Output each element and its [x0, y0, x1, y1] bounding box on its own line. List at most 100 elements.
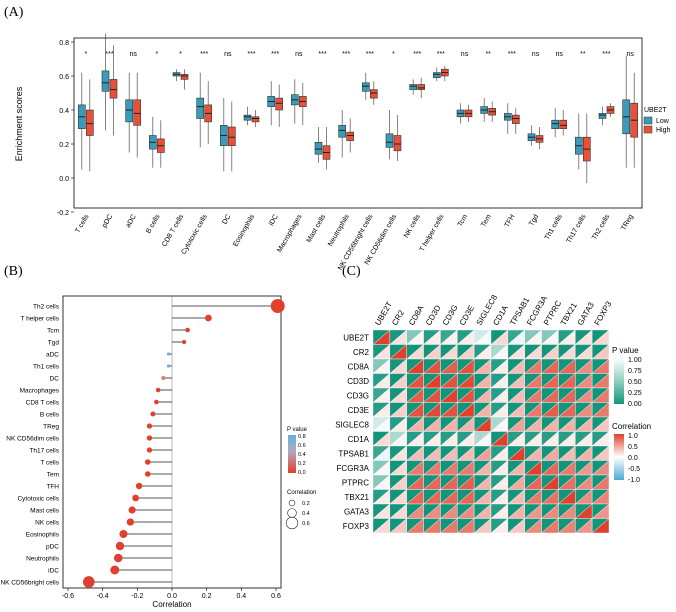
row-label-siglec8: SIGLEC8	[335, 420, 369, 429]
y-tick-label-eosinophils: Eosinophils	[26, 532, 60, 539]
x-tick-label: 0.0	[167, 593, 177, 600]
box-high-nk-cells	[417, 84, 425, 90]
point-b-cells	[150, 411, 156, 417]
box-high-pdc	[109, 79, 118, 99]
y-tick-label-nk-cd56dim-cells: NK CD56dim cells	[6, 436, 59, 443]
x-tick-label-t-cells: T cells	[74, 213, 90, 234]
x-tick-label-tgd: Tgd	[528, 213, 540, 227]
legend-c-corr-tick: -0.5	[628, 466, 640, 473]
x-tick-label-b-cells: B cells	[145, 213, 162, 235]
box-low-th2-cells	[598, 113, 607, 119]
legend-c-corr-title: Correlation	[612, 422, 651, 431]
legend-c-pvalue-tick: 0.00	[628, 401, 642, 408]
significance-eosinophils: ***	[247, 51, 255, 58]
box-low-adc	[125, 99, 133, 123]
legend-c-corr-tick: 0.5	[628, 444, 638, 451]
box-low-nk-cd56dim-cells	[385, 133, 394, 148]
significance-th17-cells: **	[580, 51, 586, 58]
row-label-ptprc: PTPRC	[342, 478, 369, 487]
legend-c-pvalue-tick: 0.25	[628, 390, 642, 397]
row-label-gata3: GATA3	[344, 507, 370, 516]
significance-th2-cells: ***	[602, 51, 610, 58]
box-high-nk-cd56dim-cells	[393, 135, 402, 152]
legend-c-corr-tick: 1.0	[628, 433, 638, 440]
point-eosinophils	[119, 529, 128, 539]
y-tick-label-idc: iDC	[48, 568, 59, 575]
x-tick-label-th1-cells: Th1 cells	[544, 213, 564, 241]
significance-pdc: ***	[105, 51, 113, 58]
legend-c-corr-tick: -1.0	[628, 477, 640, 484]
legend-c-pvalue-tick: 0.50	[628, 379, 642, 386]
box-low-neutrophils	[338, 125, 346, 138]
y-tick-label-dc: DC	[50, 376, 60, 383]
point-neutrophils	[113, 553, 123, 563]
col-label-cd1a: CD1A	[491, 303, 510, 327]
box-high-th1-cells	[559, 119, 567, 129]
box-low-mast-cells	[314, 142, 323, 155]
panel-label-a: (A)	[4, 5, 24, 20]
point-adc	[166, 352, 171, 356]
y-tick-label: 0.8	[59, 40, 69, 47]
panel-a-ylabel: Enrichment scores	[14, 86, 24, 161]
y-tick-label-adc: aDC	[46, 352, 59, 359]
point-treg	[146, 423, 153, 429]
legend-b-pvalue-tick: 0.4	[298, 452, 306, 458]
row-label-cr2: CR2	[353, 348, 370, 357]
legend-title-ube2t: UBE2T	[644, 107, 667, 114]
x-tick-label: -0.6	[62, 593, 74, 600]
y-tick-label-t-cells: T cells	[40, 460, 59, 467]
box-high-neutrophils	[346, 131, 354, 141]
x-tick-label-mast-cells: Mast cells	[306, 213, 328, 244]
significance-nk-cd56bright-cells: ***	[366, 51, 374, 58]
significance-tcm: ns	[461, 51, 469, 58]
x-tick-label-th2-cells: Th2 cells	[591, 213, 611, 241]
legend-b-size-title: Correlation	[287, 490, 316, 496]
x-tick-label: 0.6	[271, 593, 281, 600]
point-t-cells	[144, 459, 151, 465]
box-high-t-cells	[86, 109, 94, 136]
box-low-pdc	[101, 70, 110, 92]
panel-c-legend: P value 1.00 0.75 0.50 0.25 0.00 Correlation…	[612, 346, 651, 484]
x-tick-label: -0.4	[97, 593, 109, 600]
panel-label-b: (B)	[4, 264, 23, 279]
significance-nk-cells: ***	[413, 51, 421, 58]
legend-c-corr-bar	[614, 434, 624, 480]
point-cd8-t-cells	[154, 399, 159, 405]
point-nk-cells	[126, 518, 135, 526]
row-label-ube2t: UBE2T	[343, 333, 369, 342]
legend-c-pvalue-tick: 0.75	[628, 368, 642, 375]
significance-treg: ns	[626, 51, 634, 58]
legend-b-size-label: 0.6	[302, 521, 310, 527]
legend-c-pvalue-bar	[614, 358, 624, 404]
row-label-cd3g: CD3G	[347, 391, 369, 400]
significance-nk-cd56dim-cells: *	[392, 51, 395, 58]
col-label-foxp3: FOXP3	[593, 299, 614, 327]
y-tick-label-neutrophils: Neutrophils	[26, 556, 60, 563]
box-low-nk-cells	[409, 84, 417, 90]
significance-tem: **	[485, 51, 491, 58]
y-tick-label: 0.0	[59, 176, 69, 183]
point-nk-cd56dim-cells	[146, 435, 153, 441]
panel-b-lollipop: Th2 cells T helper cells Tcm Tgd aDC Th1 cell…	[0, 295, 316, 609]
y-tick-label-tgd: Tgd	[48, 340, 60, 347]
point-th2-cells	[270, 299, 285, 313]
y-tick-label: 0.4	[59, 108, 69, 115]
y-tick-label-nk-cells: NK cells	[35, 520, 60, 527]
x-tick-label-treg: TReg	[620, 213, 635, 231]
row-label-cd3d: CD3D	[347, 377, 369, 386]
panel-a-boxplot: Enrichment scores -0.2 0.0 0.2 0.4 0.6 0.8 T …	[14, 33, 671, 272]
point-idc	[110, 565, 120, 575]
box-high-idc	[275, 97, 283, 111]
box-low-eosinophils	[243, 114, 252, 121]
point-th17-cells	[146, 447, 153, 453]
legend-b-pvalue-title: P value	[287, 427, 308, 433]
x-tick-label-idc: iDC	[268, 214, 280, 228]
x-tick-label-adc: aDC	[125, 214, 138, 230]
point-th1-cells	[166, 364, 171, 368]
y-tick-label-macrophages: Macrophages	[20, 388, 60, 395]
y-tick-label: 0.6	[59, 74, 69, 81]
box-high-cd8-t-cells	[180, 74, 189, 80]
point-macrophages	[155, 387, 161, 393]
x-tick-label-neutrophils: Neutrophils	[327, 213, 351, 248]
